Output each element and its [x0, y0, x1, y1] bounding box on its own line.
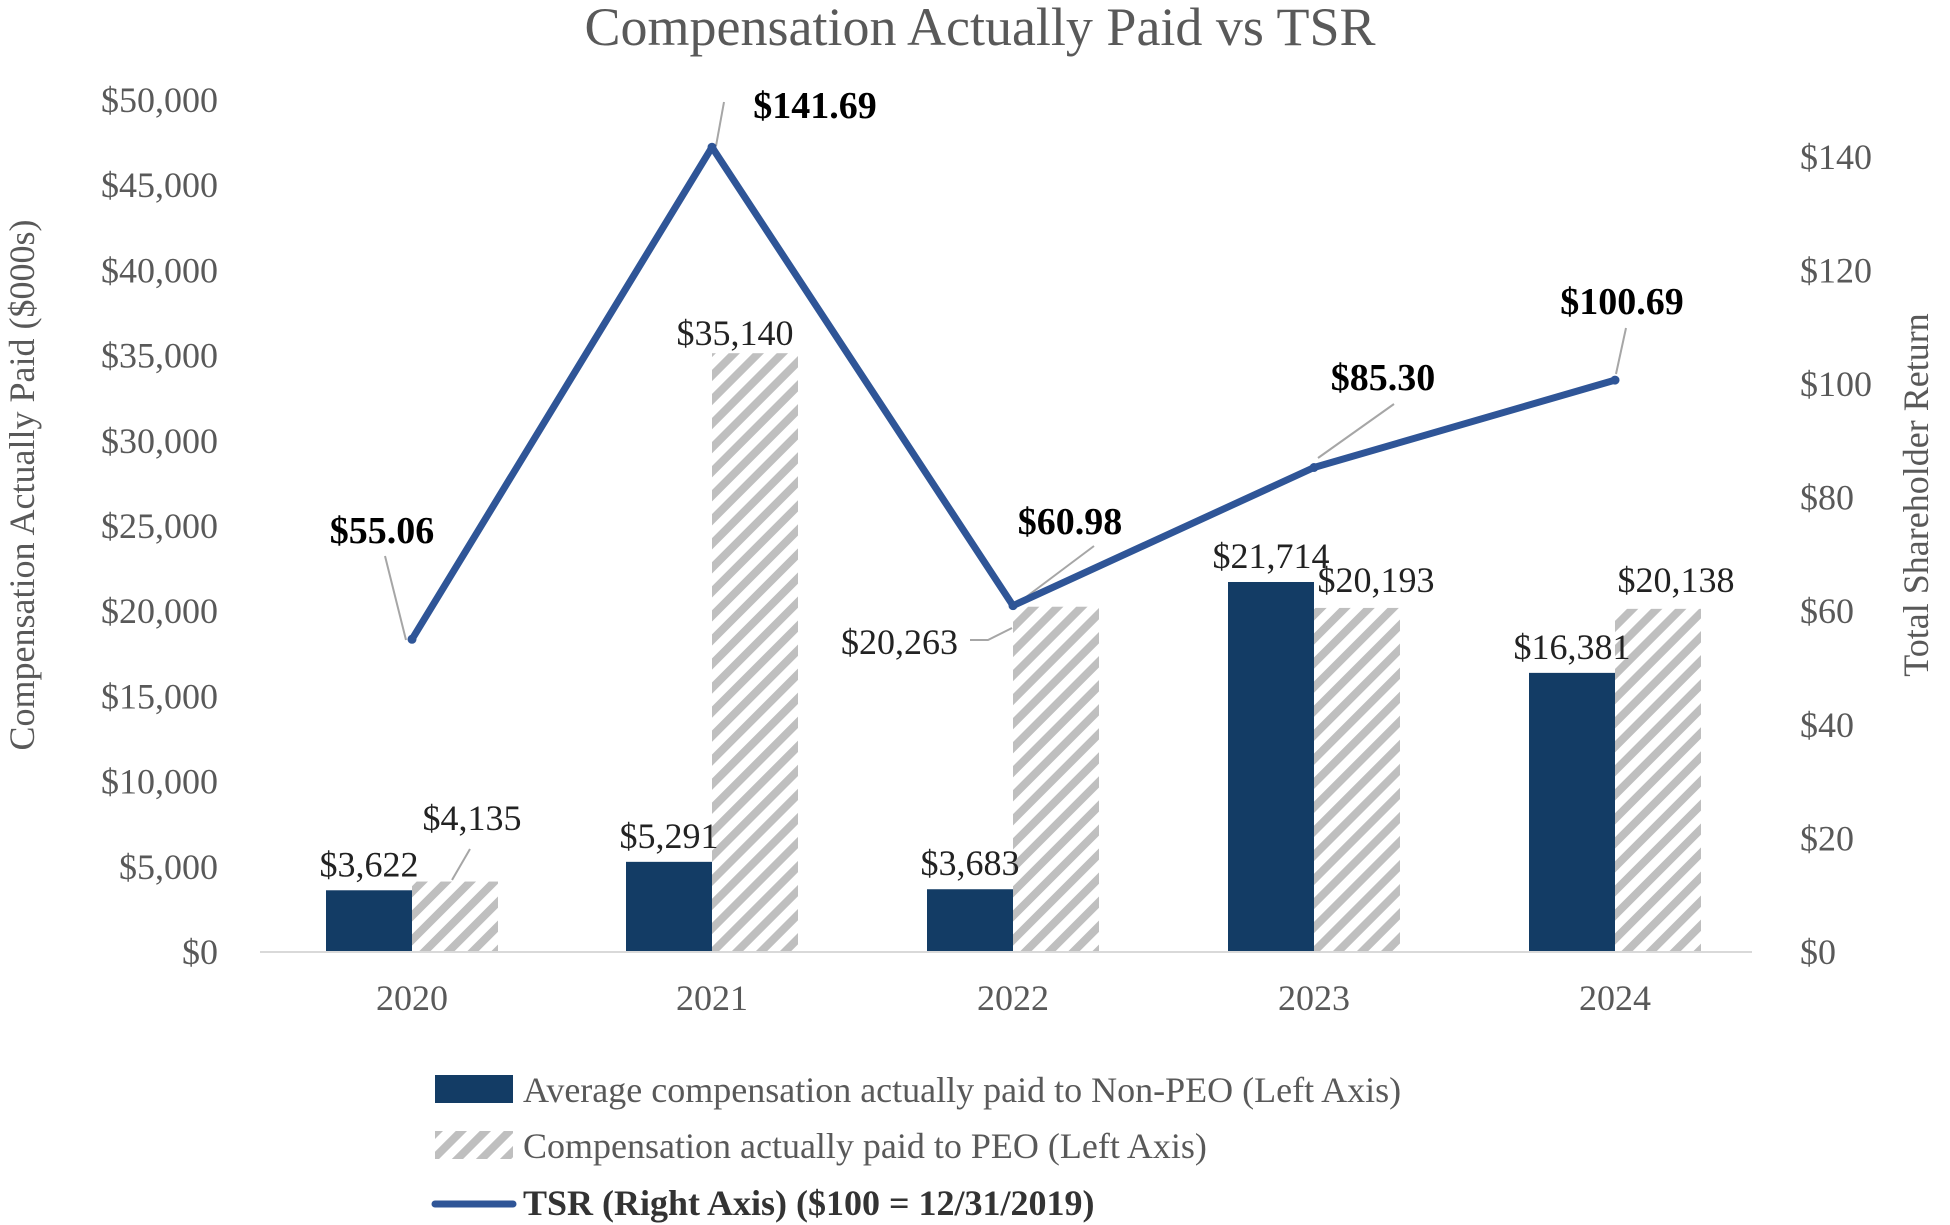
legend: Average compensation actually paid to No… [431, 1070, 1401, 1223]
x-axis-ticks: 2020 2021 2022 2023 2024 [376, 978, 1651, 1018]
leader-line-tsr [715, 101, 725, 147]
legend-label-non-peo: Average compensation actually paid to No… [523, 1070, 1401, 1110]
bar-label-non-peo: $3,683 [921, 843, 1020, 883]
right-axis-tick-label: $140 [1800, 137, 1872, 177]
left-axis-tick-label: $10,000 [101, 762, 218, 802]
bars [326, 353, 1701, 953]
chart-title: Compensation Actually Paid vs TSR [584, 0, 1375, 57]
tsr-point [1008, 601, 1018, 611]
bar-peo-2024 [1615, 608, 1701, 952]
left-axis-tick-label: $35,000 [101, 336, 218, 376]
x-axis-tick-label: 2023 [1278, 978, 1350, 1018]
bar-non-peo-2021 [626, 861, 712, 952]
bar-non-peo-2022 [927, 889, 1013, 952]
left-axis-tick-label: $20,000 [101, 591, 218, 631]
tsr-line-group [407, 142, 1620, 644]
tsr-data-label: $141.69 [753, 85, 877, 127]
leader-line-peo [451, 848, 471, 881]
bar-label-non-peo: $3,622 [320, 844, 419, 884]
tsr-data-label: $60.98 [1018, 501, 1123, 543]
left-axis-tick-label: $0 [182, 932, 218, 972]
tsr-point [1309, 462, 1319, 472]
bar-label-peo: $20,263 [841, 622, 958, 662]
bar-non-peo-2020 [326, 890, 412, 952]
right-axis-title: Total Shareholder Return [1896, 313, 1936, 676]
right-axis-tick-label: $60 [1800, 591, 1854, 631]
bar-peo-2022 [1013, 606, 1099, 952]
left-axis-tick-label: $30,000 [101, 421, 218, 461]
legend-label-peo: Compensation actually paid to PEO (Left … [523, 1126, 1207, 1166]
right-axis-tick-label: $80 [1800, 478, 1854, 518]
tsr-data-label: $85.30 [1331, 357, 1436, 399]
left-axis-tick-label: $15,000 [101, 676, 218, 716]
left-axis-tick-label: $45,000 [101, 165, 218, 205]
right-axis-tick-label: $100 [1800, 364, 1872, 404]
right-axis-tick-label: $20 [1800, 818, 1854, 858]
right-axis-ticks: $0 $20 $40 $60 $80 $100 $120 $140 [1800, 137, 1872, 972]
left-axis-title: Compensation Actually Paid ($000s) [2, 220, 42, 751]
bar-peo-2020 [412, 881, 498, 952]
bar-labels: $3,622 $5,291 $3,683 $21,714 $16,381 $4,135 $3… [320, 313, 1735, 884]
bar-label-peo: $35,140 [677, 313, 794, 353]
left-axis-tick-label: $40,000 [101, 250, 218, 290]
tsr-point [707, 142, 717, 152]
tsr-labels: $55.06 $141.69 $60.98 $85.30 $100.69 [330, 85, 1684, 552]
leader-line-peo [970, 627, 1013, 641]
tsr-data-label: $55.06 [330, 510, 435, 552]
right-axis-tick-label: $120 [1800, 250, 1872, 290]
leader-line-tsr [384, 555, 407, 641]
x-axis-tick-label: 2020 [376, 978, 448, 1018]
bar-label-non-peo: $16,381 [1514, 627, 1631, 667]
legend-swatch-non-peo [435, 1075, 513, 1103]
legend-label-tsr: TSR (Right Axis) ($100 = 12/31/2019) [523, 1183, 1095, 1223]
left-axis-tick-label: $25,000 [101, 506, 218, 546]
left-axis-tick-label: $5,000 [119, 847, 218, 887]
leader-line-tsr [1317, 403, 1395, 459]
left-axis-tick-label: $50,000 [101, 80, 218, 120]
left-axis-ticks: $0 $5,000 $10,000 $15,000 $20,000 $25,000 $30,… [101, 80, 218, 972]
tsr-data-label: $100.69 [1560, 281, 1684, 323]
bar-label-peo: $20,193 [1318, 560, 1435, 600]
x-axis-tick-label: 2024 [1579, 978, 1651, 1018]
x-axis-tick-label: 2021 [676, 978, 748, 1018]
leader-lines [384, 101, 1627, 881]
leader-line-tsr [1615, 327, 1627, 375]
tsr-point [407, 634, 417, 644]
legend-swatch-peo [435, 1131, 513, 1159]
bar-peo-2021 [712, 353, 798, 953]
bar-label-non-peo: $21,714 [1213, 536, 1330, 576]
bar-non-peo-2024 [1529, 672, 1615, 952]
bar-label-peo: $20,138 [1618, 560, 1735, 600]
leader-line-tsr [1021, 545, 1095, 601]
x-axis-tick-label: 2022 [977, 978, 1049, 1018]
tsr-point [1610, 375, 1620, 385]
right-axis-tick-label: $0 [1800, 932, 1836, 972]
bar-peo-2023 [1314, 607, 1400, 952]
bar-non-peo-2023 [1228, 581, 1314, 952]
right-axis-tick-label: $40 [1800, 705, 1854, 745]
bar-label-peo: $4,135 [423, 798, 522, 838]
bar-label-non-peo: $5,291 [620, 816, 719, 856]
